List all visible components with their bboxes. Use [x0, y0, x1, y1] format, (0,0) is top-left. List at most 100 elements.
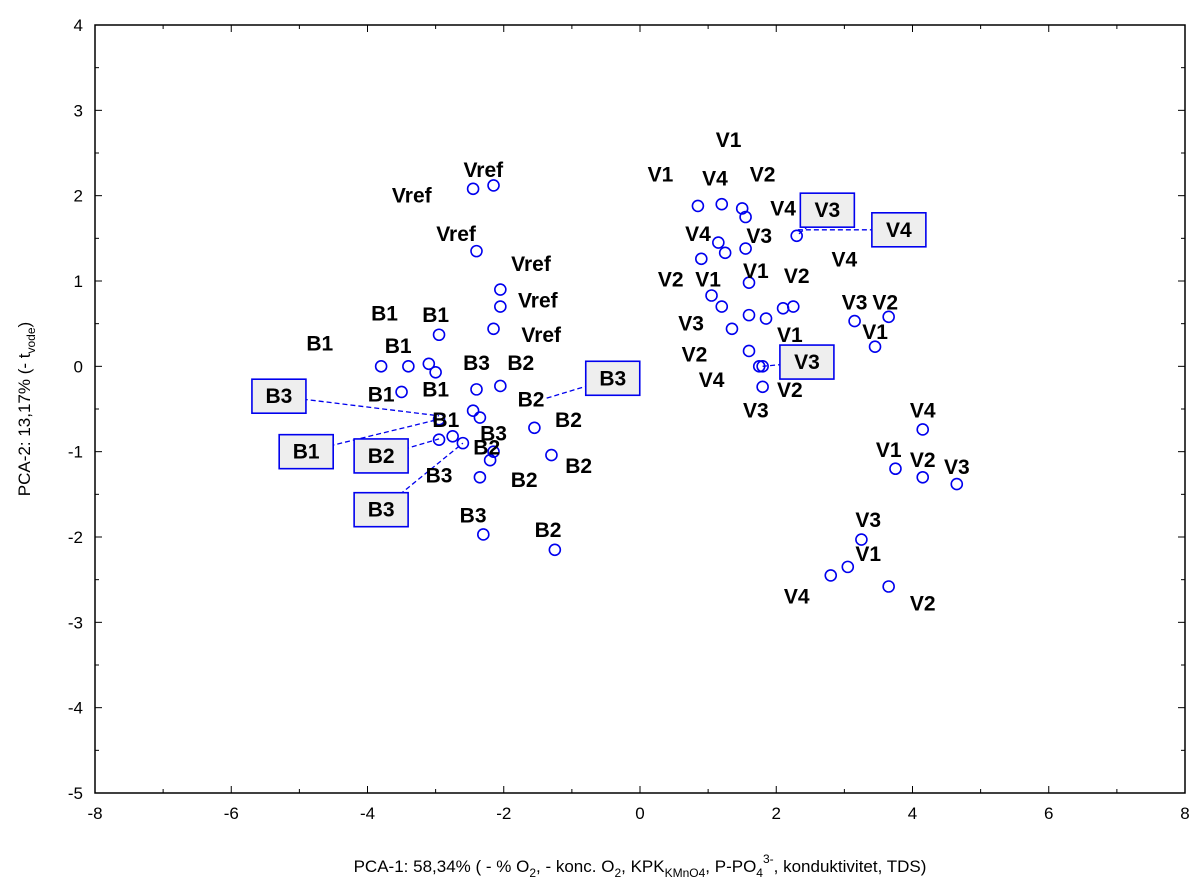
data-point-v3 [718, 246, 732, 260]
point-label: Vref [436, 223, 477, 246]
data-point-v2 [882, 580, 895, 593]
data-point-v2 [695, 252, 708, 266]
point-label: Vref [392, 185, 433, 208]
data-point-v3 [725, 322, 739, 336]
data-point-v3 [848, 314, 861, 328]
data-point-b3 [456, 436, 470, 450]
point-label: V3 [855, 509, 881, 532]
data-point-b1 [432, 328, 446, 342]
data-points [374, 179, 964, 593]
y-tick-label: 3 [74, 101, 83, 120]
point-label: B2 [518, 389, 545, 412]
x-tick-label: 2 [772, 804, 781, 823]
axis-ticks: -8 -6 -4 -2 0 2 4 6 8 -5 -4 -3 -2 -1 0 1 2 3 4 [68, 16, 1190, 823]
data-point-b3 [487, 445, 500, 458]
point-label: V1 [716, 129, 742, 152]
data-point-vref [494, 283, 507, 296]
boxed-label: V3 [794, 351, 820, 374]
point-label: V1 [862, 321, 888, 344]
point-label: V1 [855, 543, 881, 566]
data-point-b2 [548, 543, 562, 557]
point-label: V2 [910, 449, 936, 472]
boxed-label-frame [871, 212, 927, 248]
data-point-v2 [715, 300, 729, 313]
point-label: V4 [784, 586, 810, 609]
data-point-v4 [715, 197, 729, 211]
boxed-label: V4 [886, 219, 912, 242]
data-point-v4 [756, 360, 769, 373]
point-label: B2 [511, 469, 538, 492]
y-axis-title-part: PCA-2: 13,17% (- t [15, 353, 34, 496]
data-point-v2 [882, 310, 895, 324]
y-tick-label: -2 [68, 528, 83, 547]
point-label: B1 [385, 335, 412, 358]
point-label: V4 [702, 168, 728, 191]
data-point-v2 [776, 302, 790, 315]
boxed-label: B3 [266, 385, 293, 408]
point-label: V2 [910, 593, 936, 616]
y-axis-title: PCA-2: 13,17% (- tvode) [15, 322, 38, 496]
point-label: V3 [842, 291, 868, 314]
data-point-v2 [756, 380, 769, 394]
data-point-v1 [739, 210, 752, 224]
point-label: V4 [699, 369, 725, 392]
data-point-b3 [470, 383, 483, 396]
x-axis-title-part: 3- [763, 852, 774, 866]
data-point-vref [487, 179, 500, 192]
data-point-v3 [950, 477, 964, 491]
x-axis-title-part: 4 [756, 866, 763, 880]
point-label: V3 [746, 225, 772, 248]
boxed-label-frame [799, 192, 856, 228]
data-point-v3 [739, 242, 752, 255]
x-axis-title-part: 2 [614, 866, 621, 880]
data-point-vref [487, 322, 500, 336]
point-label: B3 [460, 505, 487, 528]
point-label: B3 [480, 423, 507, 446]
y-axis-title-part: vode [24, 327, 38, 353]
x-axis-title-part: , - konc. O [536, 857, 614, 876]
data-point-b3 [473, 470, 487, 484]
data-point-b3 [477, 528, 490, 541]
point-label: V4 [685, 223, 711, 246]
point-label: Vref [521, 324, 562, 347]
x-tick-label: 0 [635, 804, 644, 823]
data-point-b1 [432, 412, 446, 426]
point-label: B1 [422, 304, 449, 327]
x-axis-title-part: KMnO4 [665, 866, 706, 880]
data-point-v1 [759, 312, 773, 325]
data-point-v2 [742, 344, 756, 358]
data-point-b2 [494, 379, 507, 393]
point-label: Vref [463, 159, 504, 182]
point-label: B1 [368, 383, 395, 406]
point-label: B1 [371, 302, 398, 325]
boxed-label-frame [353, 438, 409, 474]
boxed-label: B3 [368, 499, 395, 522]
data-point-v1 [705, 289, 718, 302]
point-label: B3 [463, 352, 490, 375]
point-label: B1 [432, 409, 459, 432]
point-label: V3 [944, 456, 970, 479]
data-point-v2 [735, 202, 749, 215]
data-point-b2 [483, 453, 497, 467]
boxed-label-frame [251, 378, 307, 415]
x-axis-title: PCA-1: 58,34% ( - % O2, - konc. O2, KPKK… [354, 852, 927, 880]
x-axis-title-part: , konduktivitet, TDS) [774, 857, 927, 876]
boxed-label-frame [584, 360, 641, 397]
data-point-b1 [402, 360, 415, 373]
x-tick-label: 8 [1180, 804, 1189, 823]
point-label: V2 [750, 163, 776, 186]
data-point-v4 [712, 236, 725, 249]
point-label: B1 [422, 378, 449, 401]
x-tick-label: -2 [496, 804, 511, 823]
data-point-v4 [786, 300, 800, 313]
point-label: V4 [910, 400, 936, 423]
data-point-b1 [422, 357, 436, 371]
point-label: B2 [555, 409, 582, 432]
point-label: B2 [507, 352, 534, 375]
y-tick-label: 2 [74, 187, 83, 206]
point-label: V1 [777, 324, 803, 347]
boxed-label: B1 [293, 441, 320, 464]
point-label: B2 [473, 436, 500, 459]
x-axis-title-part: , P-PO [705, 857, 756, 876]
